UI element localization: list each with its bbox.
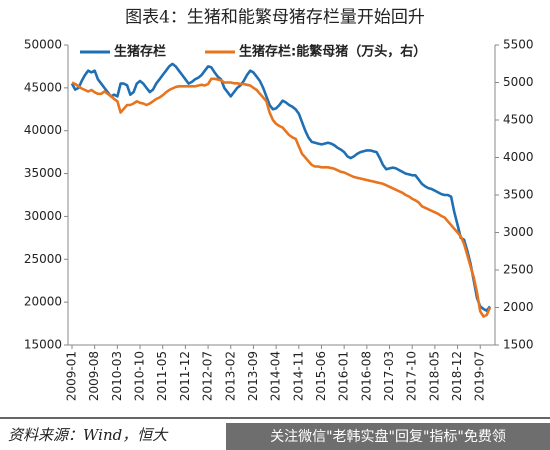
- y2-tick-label: 2500: [503, 263, 534, 277]
- y-tick-label: 40000: [24, 123, 62, 137]
- x-tick-label: 2019-07: [473, 351, 487, 401]
- x-tick-label: 2009-08: [87, 351, 101, 401]
- y-tick-label: 25000: [24, 252, 62, 266]
- y2-tick-label: 1500: [503, 338, 534, 352]
- x-tick-label: 2011-05: [155, 351, 169, 401]
- x-tick-label: 2014-04: [269, 351, 283, 401]
- x-tick-label: 2016-01: [337, 351, 351, 401]
- x-tick-label: 2013-02: [223, 351, 237, 401]
- x-tick-label: 2016-08: [359, 351, 373, 401]
- x-tick-label: 2014-11: [291, 351, 305, 401]
- y-tick-label: 30000: [24, 209, 62, 223]
- x-tick-label: 2017-10: [405, 351, 419, 401]
- y-tick-label: 45000: [24, 80, 62, 94]
- x-tick-label: 2010-03: [110, 351, 124, 401]
- x-tick-label: 2011-12: [178, 351, 192, 401]
- y-tick-label: 15000: [24, 338, 62, 352]
- series-line: [70, 62, 492, 313]
- x-tick-label: 2017-03: [382, 351, 396, 401]
- x-tick-label: 2013-09: [246, 351, 260, 401]
- y2-tick-label: 2000: [503, 300, 534, 314]
- y-tick-label: 20000: [24, 295, 62, 309]
- y-tick-label: 35000: [24, 166, 62, 180]
- x-tick-label: 2015-06: [314, 351, 328, 401]
- x-tick-label: 2018-05: [427, 351, 441, 401]
- legend-label: 生猪存栏: [114, 44, 166, 60]
- x-tick-label: 2009-01: [65, 351, 79, 401]
- y2-tick-label: 5000: [503, 75, 534, 89]
- chart-title: 图表4：生猪和能繁母猪存栏量开始回升: [125, 8, 425, 28]
- x-tick-label: 2012-07: [201, 351, 215, 401]
- watermark-box: [226, 423, 550, 450]
- source: 资料来源：Wind，恒大: [8, 426, 169, 444]
- x-tick-label: 2010-10: [133, 351, 147, 401]
- x-tick-label: 2018-12: [450, 351, 464, 401]
- series-line: [71, 77, 492, 318]
- watermark: 关注微信"老韩实盘"回复"指标"免费领: [270, 428, 506, 445]
- y2-tick-label: 3000: [503, 225, 534, 239]
- y2-tick-label: 4000: [503, 150, 534, 164]
- legend-label: 生猪存栏:能繁母猪（万头，右）: [239, 44, 426, 60]
- y2-tick-label: 5500: [503, 38, 534, 52]
- y2-tick-label: 3500: [503, 188, 534, 202]
- y-tick-label: 50000: [24, 38, 62, 52]
- y2-tick-label: 4500: [503, 113, 534, 127]
